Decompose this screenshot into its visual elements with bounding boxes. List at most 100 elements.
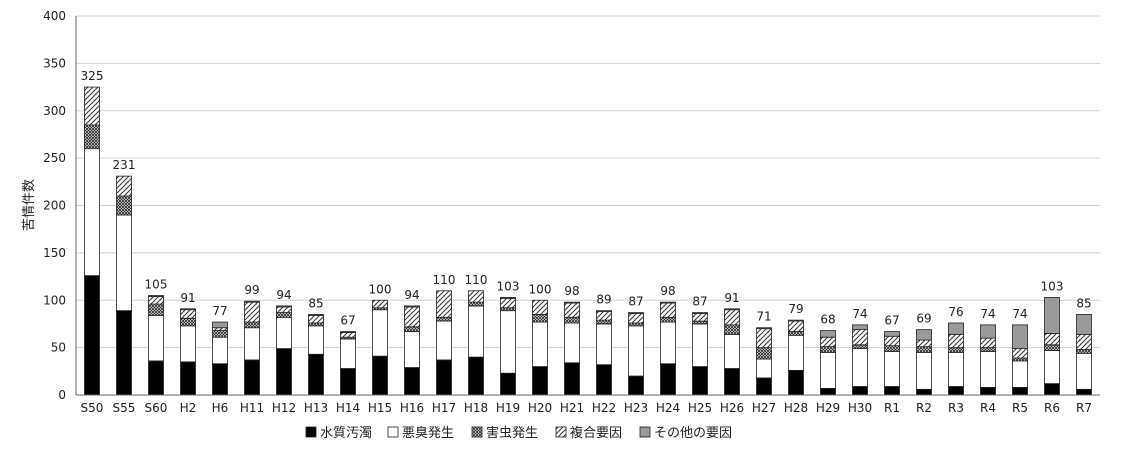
bar-segment-pests (980, 347, 996, 352)
bar-segment-odor (84, 148, 100, 277)
x-tick-label: R1 (884, 401, 900, 415)
y-tick-label: 200 (43, 199, 66, 213)
bar-segment-odor (180, 325, 196, 363)
bar-segment-odor (276, 316, 292, 349)
bar-segment-other (852, 324, 868, 331)
bar-stack (660, 301, 676, 396)
bar-segment-compound (948, 333, 964, 349)
bar-segment-water-pollution (148, 360, 164, 396)
bar-segment-water-pollution (84, 275, 100, 396)
bar-stack (308, 314, 324, 396)
bar-segment-compound (628, 313, 644, 324)
bar-segment-odor (852, 348, 868, 387)
bar-segment-other (820, 330, 836, 338)
bar-segment-compound (756, 328, 772, 349)
total-value-label: 231 (113, 158, 136, 172)
bar-stack (980, 324, 996, 396)
bar-segment-pests (116, 195, 132, 216)
x-tick-label: H24 (656, 401, 680, 415)
total-value-label: 94 (276, 288, 291, 302)
legend-item: 害虫発生 (471, 425, 538, 441)
bar-segment-compound (1076, 333, 1092, 350)
bar-segment-pests (948, 347, 964, 353)
x-tick-label: H23 (624, 401, 648, 415)
bar-segment-other (788, 319, 804, 322)
bar-segment-compound (212, 327, 228, 331)
bar-segment-odor (532, 321, 548, 367)
bar-segment-odor (788, 334, 804, 371)
bar-segment-water-pollution (628, 375, 644, 396)
bar-segment-other (308, 314, 324, 316)
bar-segment-water-pollution (852, 386, 868, 396)
bar-segment-water-pollution (212, 363, 228, 396)
x-tick-label: H11 (240, 401, 264, 415)
bar-stack (724, 308, 740, 396)
bar-segment-odor (500, 310, 516, 374)
total-value-label: 74 (1012, 307, 1027, 321)
legend-label: その他の要因 (654, 426, 732, 441)
bar-segment-compound (148, 296, 164, 305)
bar-segment-water-pollution (980, 387, 996, 396)
bar-segment-other (628, 312, 644, 314)
x-tick-label: H25 (688, 401, 712, 415)
bar-stack (756, 327, 772, 396)
bar-segment-odor (724, 333, 740, 369)
bar-segment-pests (596, 319, 612, 325)
bar-segment-compound (84, 86, 100, 126)
bar-segment-water-pollution (1044, 383, 1060, 396)
bar-segment-compound (468, 290, 484, 303)
bar-segment-odor (980, 351, 996, 388)
x-tick-label: H19 (496, 401, 520, 415)
bar-segment-water-pollution (436, 359, 452, 396)
bar-segment-pests (180, 317, 196, 327)
bar-segment-pests (1076, 349, 1092, 354)
bar-segment-odor (1012, 360, 1028, 388)
x-axis: S50 S55 S60 H2 H6 H11 H12 H13 H14 H15 H16 H17 H18 H19… (76, 394, 1100, 415)
bar-segment-compound (660, 302, 676, 318)
x-tick-label: H18 (464, 401, 488, 415)
bar-segment-odor (340, 338, 356, 369)
legend-item: 複合要因 (555, 425, 622, 441)
total-value-label: 98 (660, 284, 675, 298)
bar-segment-water-pollution (276, 348, 292, 396)
bar-segment-pests (820, 346, 836, 353)
legend-item: 水質汚濁 (305, 425, 372, 441)
bar-stack (820, 330, 836, 396)
bar-segment-pests (532, 314, 548, 323)
bar-segment-odor (756, 358, 772, 379)
bar-stack (564, 301, 580, 396)
bar-segment-compound (884, 335, 900, 347)
bar-segment-water-pollution (788, 369, 804, 396)
total-value-label: 91 (724, 291, 739, 305)
bar-segment-other (148, 295, 164, 297)
total-value-label: 76 (948, 305, 963, 319)
bar-segment-water-pollution (916, 388, 932, 396)
total-value-label: 77 (212, 304, 227, 318)
bar-segment-water-pollution (564, 362, 580, 396)
bar-stack (596, 310, 612, 396)
y-axis-title: 苦情件数 (21, 179, 37, 231)
bar-segment-water-pollution (948, 386, 964, 396)
bar-stack (244, 300, 260, 396)
x-tick-label: S55 (113, 401, 136, 415)
bar-segment-odor (916, 351, 932, 390)
bar-segment-water-pollution (308, 353, 324, 396)
x-tick-label: H29 (816, 401, 840, 415)
bar-segment-other (724, 308, 740, 311)
bars (84, 86, 1092, 396)
bar-segment-water-pollution (116, 310, 132, 396)
x-tick-label: R6 (1044, 401, 1060, 415)
bar-segment-pests (788, 331, 804, 336)
total-value-label: 67 (340, 314, 355, 328)
x-tick-label: H6 (212, 401, 229, 415)
y-tick-label: 250 (43, 151, 66, 165)
total-value-label: 89 (596, 293, 611, 307)
bar-stack (948, 322, 964, 396)
legend-swatch (639, 426, 651, 438)
y-tick-label: 150 (43, 246, 66, 260)
bar-stack (468, 290, 484, 396)
bar-stack (500, 297, 516, 396)
bar-segment-odor (372, 309, 388, 357)
bar-segment-water-pollution (244, 359, 260, 396)
bar-segment-other (244, 300, 260, 303)
